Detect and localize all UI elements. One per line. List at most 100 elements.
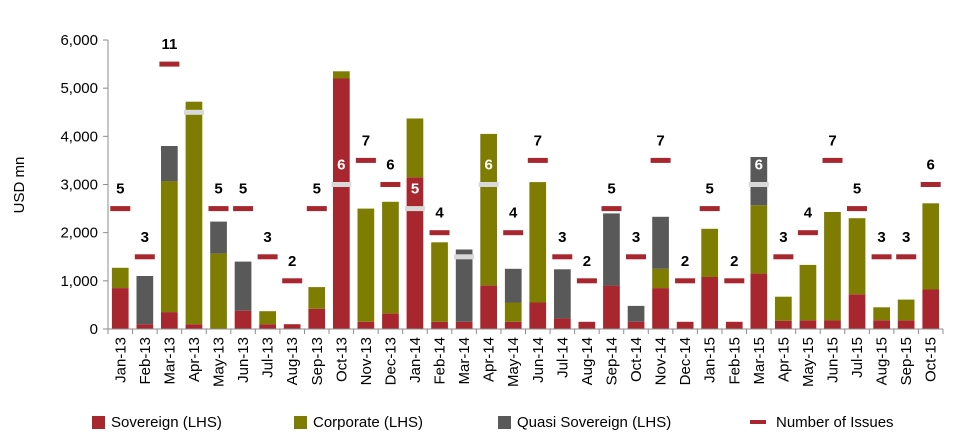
issue-marker-Jan-15 <box>699 206 720 212</box>
issue-marker-Nov-14 <box>650 157 671 163</box>
bar-sovereign-Feb-14 <box>431 321 448 329</box>
bar-corporate-May-14 <box>504 302 522 322</box>
issue-marker-Dec-13 <box>380 182 401 187</box>
axes-layer: 0 1,000 2,000 3,000 4,000 5,000 6,000 Jan-13 Feb… <box>60 32 944 387</box>
x-tick-label-Nov-14: Nov-14 <box>653 337 670 385</box>
issue-marker-Aug-14 <box>576 278 597 284</box>
bar-sovereign-May-15 <box>799 320 817 329</box>
x-tick-label-Apr-15: Apr-15 <box>775 337 792 382</box>
bar-quasi-May-13 <box>210 221 227 254</box>
issue-label-Jul-14: 3 <box>558 229 566 246</box>
legend-label-issues: Number of Issues <box>776 413 894 431</box>
bar-corporate-May-13 <box>210 253 227 329</box>
bar-quasi-Sep-14 <box>603 213 620 286</box>
y-tick-label-3: 3,000 <box>60 177 98 194</box>
bars-layer <box>111 71 940 329</box>
legend-swatch-sovereign <box>92 415 105 429</box>
issue-marker-Mar-13 <box>159 61 180 67</box>
bar-corporate-Oct-15 <box>922 203 940 290</box>
bar-sovereign-Aug-13 <box>283 324 301 329</box>
bar-sovereign-Jan-13 <box>111 288 129 329</box>
x-tick-label-Apr-14: Apr-14 <box>481 337 498 382</box>
bar-sovereign-Apr-15 <box>775 320 792 329</box>
bar-corporate-Mar-15 <box>750 205 768 274</box>
bar-sovereign-Dec-14 <box>676 321 694 329</box>
bar-sovereign-Apr-14 <box>480 285 497 329</box>
issue-label-May-13: 5 <box>214 181 222 198</box>
issue-label-May-14: 4 <box>509 205 518 222</box>
x-tick-label-Apr-13: Apr-13 <box>186 337 203 382</box>
bar-corporate-Sep-15 <box>897 299 915 321</box>
issue-marker-Sep-14 <box>601 206 622 212</box>
bar-quasi-Jul-14 <box>554 269 571 319</box>
issue-marker-Jun-14 <box>527 157 548 163</box>
bar-sovereign-Nov-14 <box>652 288 669 329</box>
issue-label-Apr-15: 3 <box>779 229 787 246</box>
bar-sovereign-Mar-13 <box>161 312 178 329</box>
x-tick-label-Mar-15: Mar-15 <box>751 337 768 385</box>
issue-marker-Dec-14 <box>675 278 696 284</box>
x-tick-label-Aug-14: Aug-14 <box>579 337 596 385</box>
bar-sovereign-Jun-13 <box>234 310 252 329</box>
x-tick-label-Sep-14: Sep-14 <box>604 337 621 385</box>
x-tick-label-Jun-15: Jun-15 <box>825 337 842 383</box>
issue-label-Dec-13: 6 <box>386 157 394 174</box>
bar-sovereign-Mar-14 <box>455 321 473 329</box>
legend-swatch-quasi <box>498 415 511 429</box>
issue-label-Jun-15: 7 <box>828 132 836 149</box>
bar-sovereign-Jul-15 <box>848 294 866 329</box>
x-tick-label-Sep-13: Sep-13 <box>309 337 326 385</box>
bar-sovereign-Oct-13 <box>333 78 350 329</box>
x-tick-label-Jul-14: Jul-14 <box>554 337 571 378</box>
issue-marker-Sep-13 <box>306 206 327 212</box>
issue-marker-Jun-15 <box>822 157 843 163</box>
x-tick-label-Jan-13: Jan-13 <box>112 337 129 383</box>
legend-label-sovereign: Sovereign (LHS) <box>111 413 222 431</box>
issue-label-Oct-13: 6 <box>337 157 345 174</box>
x-tick-label-May-14: May-14 <box>505 337 522 387</box>
issue-label-Nov-13: 7 <box>362 132 370 149</box>
legend-label-corporate: Corporate (LHS) <box>313 413 424 431</box>
issue-label-Sep-13: 5 <box>313 181 321 198</box>
bar-quasi-Jun-13 <box>234 261 252 311</box>
issue-label-Jan-13: 5 <box>116 181 124 198</box>
bar-sovereign-Sep-15 <box>897 320 915 329</box>
x-tick-label-Aug-15: Aug-15 <box>874 337 891 385</box>
bar-sovereign-Dec-13 <box>382 313 399 329</box>
issue-label-Mar-15: 6 <box>755 157 763 174</box>
issue-label-Jul-15: 5 <box>853 181 861 198</box>
bar-sovereign-Feb-15 <box>725 321 743 329</box>
issue-label-Mar-14: 3 <box>460 229 468 246</box>
issue-label-Jun-14: 7 <box>534 132 542 149</box>
legend-item-quasi: Quasi Sovereign (LHS) <box>498 410 671 434</box>
bar-sovereign-Feb-13 <box>136 324 154 329</box>
bar-sovereign-Mar-15 <box>750 273 768 329</box>
bar-corporate-Dec-13 <box>382 201 399 314</box>
issue-label-Aug-14: 2 <box>583 253 591 270</box>
bar-corporate-May-15 <box>799 264 817 321</box>
x-tick-label-Jun-14: Jun-14 <box>530 337 547 383</box>
issue-label-Sep-15: 3 <box>902 229 910 246</box>
x-tick-label-Dec-13: Dec-13 <box>382 337 399 385</box>
x-tick-label-Jun-13: Jun-13 <box>235 337 252 383</box>
legend: Sovereign (LHS) Corporate (LHS) Quasi So… <box>0 410 958 440</box>
x-tick-label-Feb-13: Feb-13 <box>137 337 154 385</box>
bar-corporate-Apr-14 <box>480 133 497 286</box>
bar-quasi-Oct-14 <box>627 305 645 322</box>
bar-corporate-Mar-13 <box>161 181 178 313</box>
issue-label-Jun-13: 5 <box>239 181 247 198</box>
bar-corporate-Apr-15 <box>775 296 792 321</box>
bar-sovereign-Sep-14 <box>603 285 620 329</box>
bar-corporate-Nov-14 <box>652 268 669 289</box>
y-tick-label-6: 6,000 <box>60 32 98 49</box>
issue-marker-Aug-15 <box>871 254 892 260</box>
bar-sovereign-Jul-14 <box>554 318 571 329</box>
issue-label-Dec-14: 2 <box>681 253 689 270</box>
issue-marker-Oct-13 <box>331 182 352 187</box>
issue-marker-Mar-15 <box>748 182 769 187</box>
x-tick-label-Jan-14: Jan-14 <box>407 337 424 383</box>
issue-label-Jul-13: 3 <box>263 229 271 246</box>
bar-sovereign-Apr-13 <box>185 324 203 329</box>
bar-sovereign-Jan-14 <box>406 177 424 329</box>
issue-marker-May-13 <box>208 206 229 212</box>
